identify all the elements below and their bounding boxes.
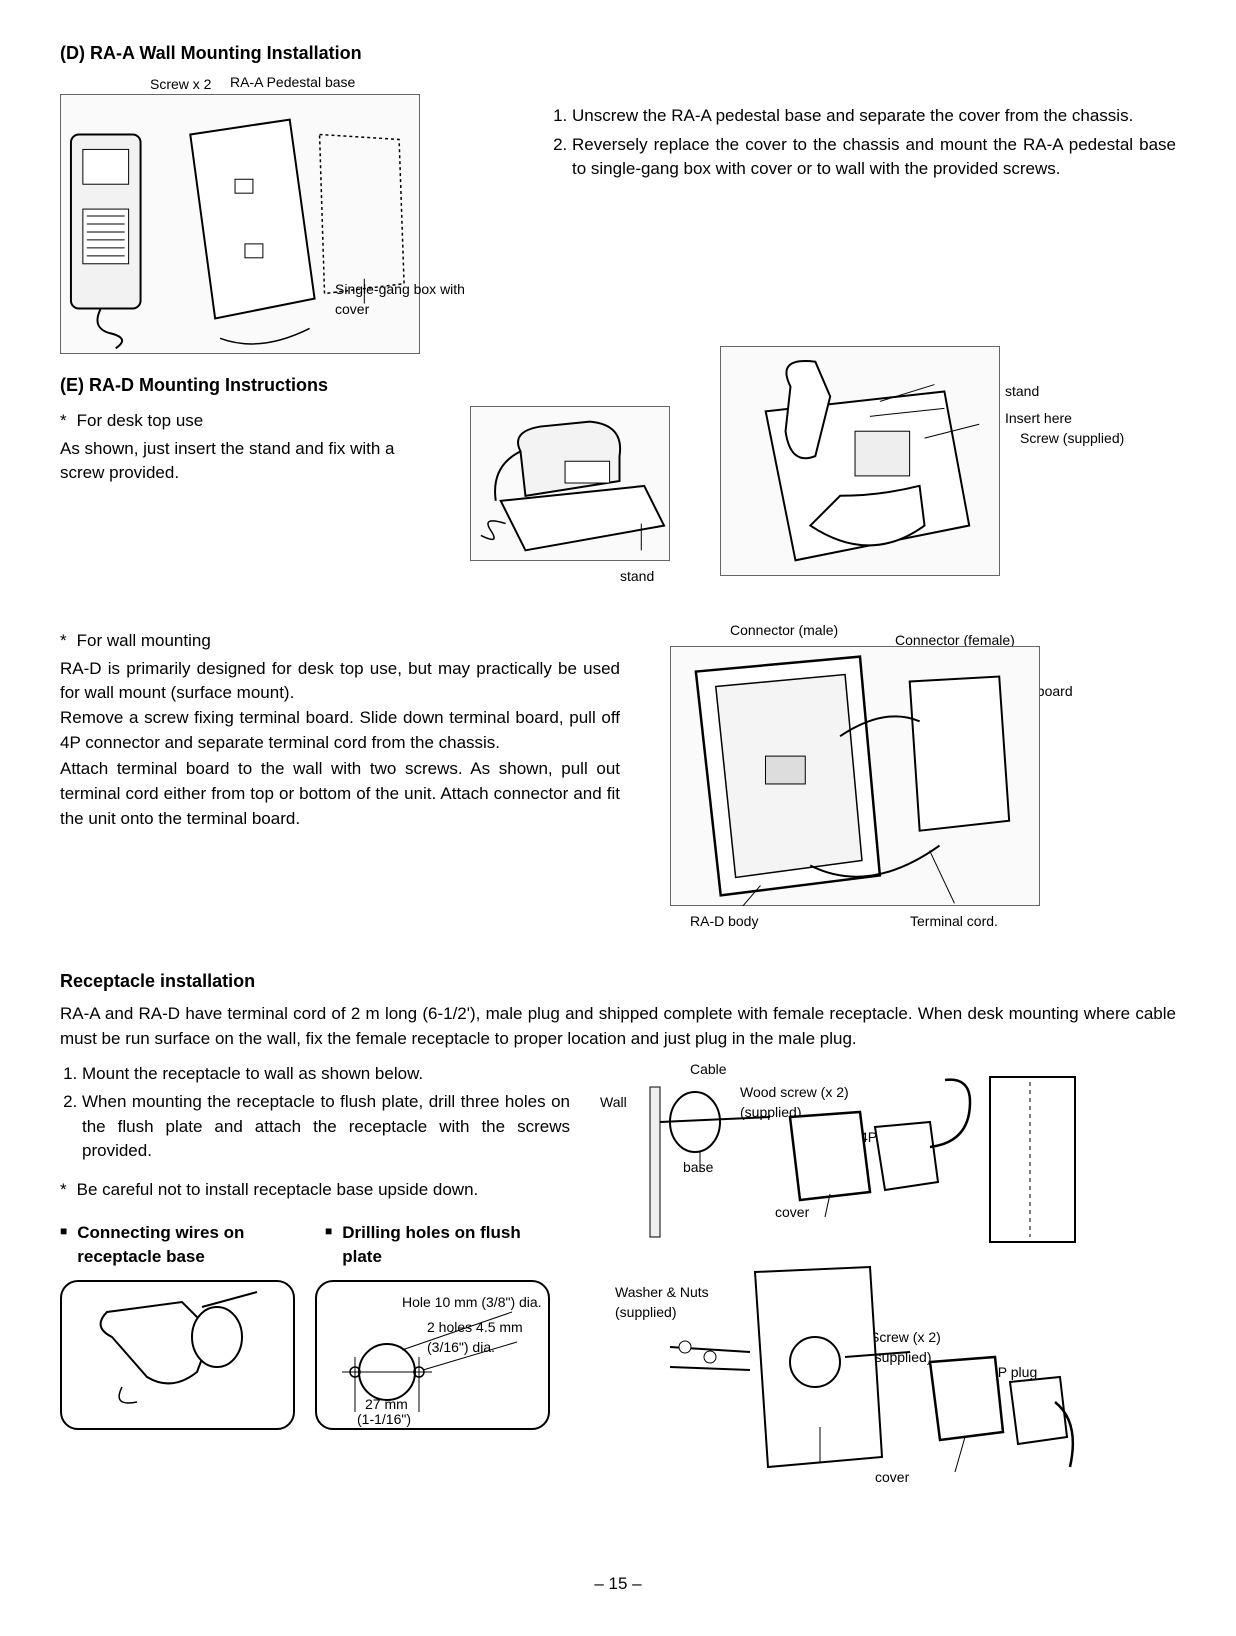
rec-step-1: Mount the receptacle to wall as shown be… xyxy=(82,1062,570,1087)
label-2holes: 2 holes 4.5 mm (3/16") dia. xyxy=(427,1317,537,1358)
label-rad-body: RA-D body xyxy=(690,911,758,931)
receptacle-title: Receptacle installation xyxy=(60,968,1176,994)
rec-caution: Be careful not to install receptacle bas… xyxy=(77,1178,479,1203)
wall-mount-svg xyxy=(671,646,1039,906)
phone-stand-svg xyxy=(471,406,669,561)
section-e-wall-text: For wall mounting RA-D is primarily desi… xyxy=(60,626,620,946)
figure-e-insert: stand Insert here Screw (supplied) xyxy=(720,346,1120,606)
figure-drilling: Hole 10 mm (3/8") dia. 2 holes 4.5 mm (3… xyxy=(315,1280,550,1430)
wall-p1: RA-D is primarily designed for desk top … xyxy=(60,657,620,706)
receptacle-intro: RA-A and RA-D have terminal cord of 2 m … xyxy=(60,1002,1176,1051)
label-wall: Wall xyxy=(600,1092,627,1112)
receptacle-left: Mount the receptacle to wall as shown be… xyxy=(60,1062,570,1542)
heading-connecting: Connecting wires on receptacle base xyxy=(77,1221,295,1270)
label-stand: stand xyxy=(1005,381,1039,401)
wall-p2: Remove a screw fixing terminal board. Sl… xyxy=(60,706,620,755)
wall-p3: Attach terminal board to the wall with t… xyxy=(60,757,620,831)
section-d-title: (D) RA-A Wall Mounting Installation xyxy=(60,40,1176,66)
section-d: (D) RA-A Wall Mounting Installation Scre… xyxy=(60,40,1176,364)
label-pedestal: RA-A Pedestal base xyxy=(230,72,355,92)
connecting-svg xyxy=(62,1282,297,1432)
label-gangbox: Single-gang box with cover xyxy=(335,279,485,320)
step-d-1: Unscrew the RA-A pedestal base and separ… xyxy=(572,104,1176,129)
figure-connecting xyxy=(60,1280,295,1430)
step-d-2: Reversely replace the cover to the chass… xyxy=(572,133,1176,182)
label-insert: Insert here xyxy=(1005,408,1072,428)
label-hole: Hole 10 mm (3/8") dia. xyxy=(402,1292,542,1312)
section-d-steps: Unscrew the RA-A pedestal base and separ… xyxy=(550,74,1176,364)
label-terminal-cord: Terminal cord. xyxy=(910,911,998,931)
label-screw-x2: Screw x 2 xyxy=(150,74,211,94)
figure-e-wall: Connector (male) Connector (female) Scre… xyxy=(660,626,1160,946)
desk-heading: For desk top use xyxy=(77,409,204,434)
desk-text: As shown, just insert the stand and fix … xyxy=(60,437,440,486)
label-screw-supplied: Screw (supplied) xyxy=(1020,428,1124,448)
label-1-1-16: (1-1/16") xyxy=(357,1409,411,1429)
rec-step-2: When mounting the receptacle to flush pl… xyxy=(82,1090,570,1164)
recept-wall-svg xyxy=(630,1072,1110,1257)
page-number: – 15 – xyxy=(60,1572,1176,1597)
receptacle-right-figures: Cable Wall Wood screw (x 2) (supplied) 4… xyxy=(600,1062,1176,1542)
section-e: (E) RA-D Mounting Instructions For desk … xyxy=(60,372,1176,946)
label-conn-male: Connector (male) xyxy=(730,620,838,640)
section-e-desk-text: For desk top use As shown, just insert t… xyxy=(60,406,440,486)
section-receptacle: Receptacle installation RA-A and RA-D ha… xyxy=(60,968,1176,1541)
wall-heading: For wall mounting xyxy=(77,629,211,654)
figure-e-desk: stand xyxy=(470,406,690,596)
label-stand-lower: stand xyxy=(620,566,654,586)
figure-d: Screw x 2 RA-A Pedestal base xyxy=(60,74,490,364)
hand-insert-svg xyxy=(721,346,999,576)
recept-flush-svg xyxy=(660,1262,1080,1492)
heading-drilling: Drilling holes on flush plate xyxy=(342,1221,560,1270)
